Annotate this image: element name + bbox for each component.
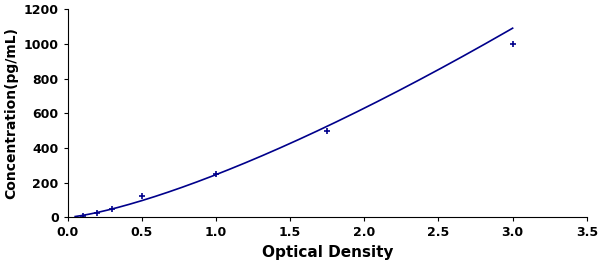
Y-axis label: Concentration(pg/mL): Concentration(pg/mL): [4, 27, 18, 199]
X-axis label: Optical Density: Optical Density: [261, 245, 393, 260]
